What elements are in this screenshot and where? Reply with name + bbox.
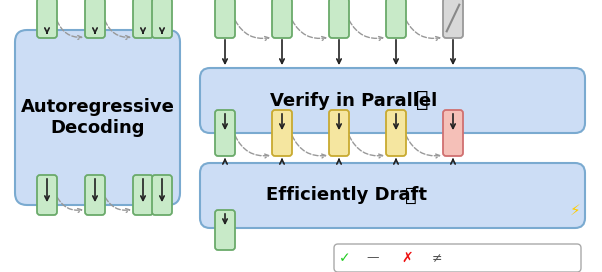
FancyBboxPatch shape <box>386 0 406 38</box>
FancyBboxPatch shape <box>133 0 153 38</box>
FancyBboxPatch shape <box>200 163 585 228</box>
FancyBboxPatch shape <box>15 30 180 205</box>
Text: 🕵: 🕵 <box>416 91 428 110</box>
FancyBboxPatch shape <box>386 110 406 156</box>
FancyBboxPatch shape <box>443 249 459 267</box>
FancyBboxPatch shape <box>215 110 235 156</box>
FancyBboxPatch shape <box>200 68 585 133</box>
FancyBboxPatch shape <box>353 249 369 267</box>
FancyBboxPatch shape <box>272 110 292 156</box>
FancyBboxPatch shape <box>85 0 105 38</box>
FancyBboxPatch shape <box>37 0 57 38</box>
FancyBboxPatch shape <box>152 175 172 215</box>
Text: Autoregressive
Decoding: Autoregressive Decoding <box>20 98 175 137</box>
FancyBboxPatch shape <box>133 175 153 215</box>
Text: ✓: ✓ <box>339 251 351 265</box>
Text: —: — <box>367 252 379 264</box>
FancyBboxPatch shape <box>377 249 393 267</box>
FancyBboxPatch shape <box>415 249 431 267</box>
FancyBboxPatch shape <box>443 110 463 156</box>
FancyBboxPatch shape <box>334 244 581 272</box>
FancyBboxPatch shape <box>215 210 235 250</box>
Text: ≠: ≠ <box>432 252 442 264</box>
Text: ⚡: ⚡ <box>569 202 580 217</box>
FancyBboxPatch shape <box>329 0 349 38</box>
FancyBboxPatch shape <box>443 0 463 38</box>
Text: ✗: ✗ <box>401 251 413 265</box>
FancyBboxPatch shape <box>272 0 292 38</box>
FancyBboxPatch shape <box>329 110 349 156</box>
FancyBboxPatch shape <box>152 0 172 38</box>
Text: 🧑: 🧑 <box>405 186 417 205</box>
Text: Efficiently Draft: Efficiently Draft <box>266 187 427 205</box>
FancyBboxPatch shape <box>215 0 235 38</box>
FancyBboxPatch shape <box>37 175 57 215</box>
FancyBboxPatch shape <box>85 175 105 215</box>
Text: Verify in Parallel: Verify in Parallel <box>270 91 438 110</box>
